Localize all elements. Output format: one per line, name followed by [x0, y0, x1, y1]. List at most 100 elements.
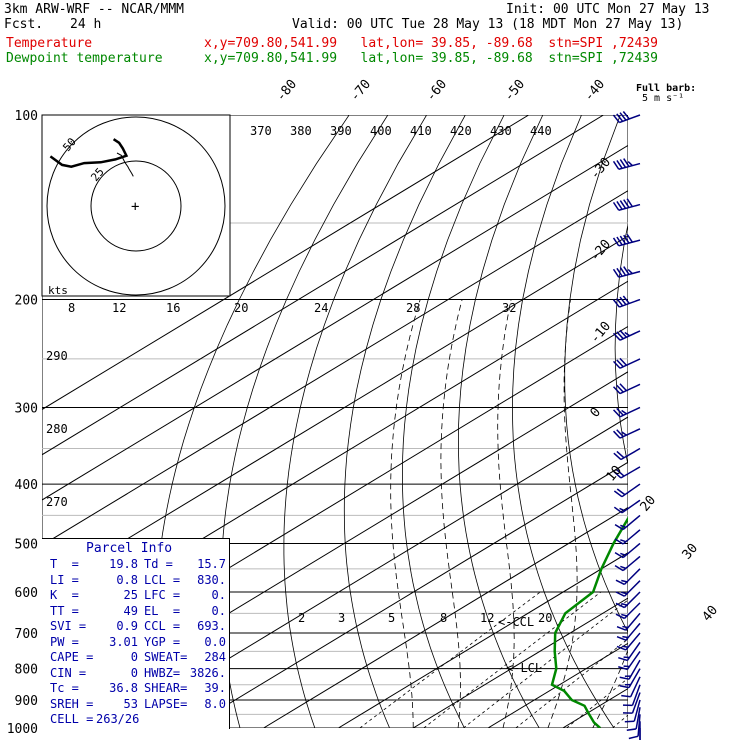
isotherm-label: -20: [588, 237, 615, 265]
dry-adiabat-line: [402, 115, 505, 728]
hodograph-ring-50: [46, 116, 226, 296]
isotherm-label: -70: [348, 77, 375, 105]
wind-barb-flag: [615, 613, 625, 620]
isotherm-line: [638, 115, 740, 728]
fcst-hours: 24 h: [70, 17, 102, 32]
wind-barb: [619, 659, 641, 680]
wind-barb-flag: [621, 613, 628, 617]
wind-barb-flag: [619, 676, 630, 680]
isotherm-label: 20: [638, 493, 660, 515]
wind-barb-staff: [618, 162, 641, 170]
wind-barb-flag: [621, 591, 628, 595]
wind-barb-flag: [616, 645, 627, 651]
dry-adiabat-line: [457, 115, 544, 728]
wind-barb-flag: [622, 635, 629, 639]
parcel-key: LAPSE=: [144, 696, 188, 711]
dewpoint-line: [550, 516, 628, 728]
wind-barb-staff: [631, 692, 641, 714]
wind-barb-staff: [619, 298, 641, 308]
wind-barb-staff: [631, 684, 641, 706]
wind-barb-flag: [612, 360, 621, 369]
wind-barb-staff: [630, 676, 641, 698]
parcel-value: 0: [130, 650, 138, 664]
wind-barb-flag: [614, 564, 624, 572]
wind-barb: [628, 714, 641, 740]
pressure-label: 1000: [7, 722, 38, 737]
mixing-ratio-label: 2: [298, 611, 305, 625]
parcel-info-panel: Parcel Info T = 19.8 Td = 15.7 LI = 0.8 LCL = 8…: [42, 538, 230, 729]
parcel-key: LCL =: [144, 572, 181, 587]
theta-label: 440: [530, 124, 552, 138]
header: 3km ARW-WRF -- NCAR/MMM Fcst. 24 h Init:…: [0, 0, 740, 104]
wind-barb-flag: [614, 538, 624, 545]
wind-barb-flag: [620, 539, 627, 543]
valid-time: Valid: 00 UTC Tue 28 May 13 (18 MDT Mon …: [292, 17, 684, 32]
parcel-value: 0: [130, 665, 138, 680]
wind-barb: [614, 529, 641, 545]
isotherm-label: 40: [700, 603, 722, 625]
wind-barb: [615, 568, 641, 586]
wind-barb-flag: [627, 160, 633, 167]
wind-barb-flag: [619, 685, 630, 689]
parcel-value: 0.0: [204, 634, 226, 649]
wind-barb: [639, 728, 641, 740]
wind-barb-flag: [626, 728, 637, 732]
parcel-value: 49: [123, 603, 138, 618]
hodograph-origin: +: [131, 199, 139, 215]
parcel-key: PW =: [50, 634, 79, 649]
parcel-key: CIN =: [50, 665, 87, 680]
temperature-line: [645, 115, 740, 728]
wind-barb: [616, 632, 641, 651]
parcel-value: 0.: [211, 603, 226, 618]
wind-barb-flag: [612, 160, 620, 170]
isotherm-label: -60: [424, 77, 451, 105]
dewpoint-location: x,y=709.80,541.99 lat,lon= 39.85, -89.68…: [204, 51, 658, 66]
parcel-key: HWBZ=: [144, 665, 181, 680]
wind-barb-flag: [621, 409, 627, 415]
wind-barb-flag: [613, 471, 622, 479]
theta-label: 430: [490, 124, 512, 138]
mixing-ratio-top-label: 28: [406, 301, 420, 315]
wind-barb: [626, 707, 641, 732]
wind-barb: [612, 198, 641, 211]
hodograph-units: kts: [48, 284, 68, 297]
pressure-label: 500: [15, 537, 38, 552]
wind-barb-flag: [623, 266, 630, 275]
hodograph-ring-25: [90, 160, 182, 252]
hodograph-trace: [49, 138, 129, 168]
wind-barb: [613, 447, 641, 461]
mixing-ratio-label: 20: [538, 611, 552, 625]
wind-barb-flag: [615, 591, 625, 597]
wind-barb-staff: [628, 668, 641, 689]
mixing-ratio-line: [463, 599, 628, 728]
wind-barb-staff: [637, 714, 641, 737]
wind-barb-staff: [623, 591, 641, 609]
wind-barb-flag: [619, 112, 627, 121]
wind-barb-flag: [621, 602, 628, 606]
wind-barb-staff: [623, 602, 641, 619]
wind-barb: [612, 266, 641, 278]
moist-adiabat-line: [497, 299, 515, 728]
dewpoint-legend: Dewpoint temperature: [6, 51, 163, 66]
wind-barb-staff: [619, 406, 641, 418]
wind-barb-flag: [619, 235, 627, 245]
wind-barb-flag: [619, 296, 627, 306]
mixing-ratio-label: 3: [338, 611, 345, 625]
wind-barb-flag: [616, 267, 623, 277]
wind-barb-flag: [616, 331, 624, 340]
wind-barb: [621, 676, 641, 698]
wind-barb: [615, 591, 641, 609]
pressure-label: 100: [15, 109, 38, 124]
wind-barb-flag: [612, 114, 620, 123]
wind-barb-flag: [616, 384, 624, 393]
barb-legend: Full barb:: [636, 83, 697, 94]
init-time: Init: 00 UTC Mon 27 May 13: [506, 2, 710, 17]
wind-barb: [618, 650, 641, 671]
parcel-key: EL =: [144, 603, 181, 618]
parcel-value: 3826.: [189, 665, 226, 680]
wind-barb-flag: [618, 656, 628, 662]
wind-barb-flag: [619, 200, 627, 209]
wind-barb-flag: [624, 331, 631, 337]
